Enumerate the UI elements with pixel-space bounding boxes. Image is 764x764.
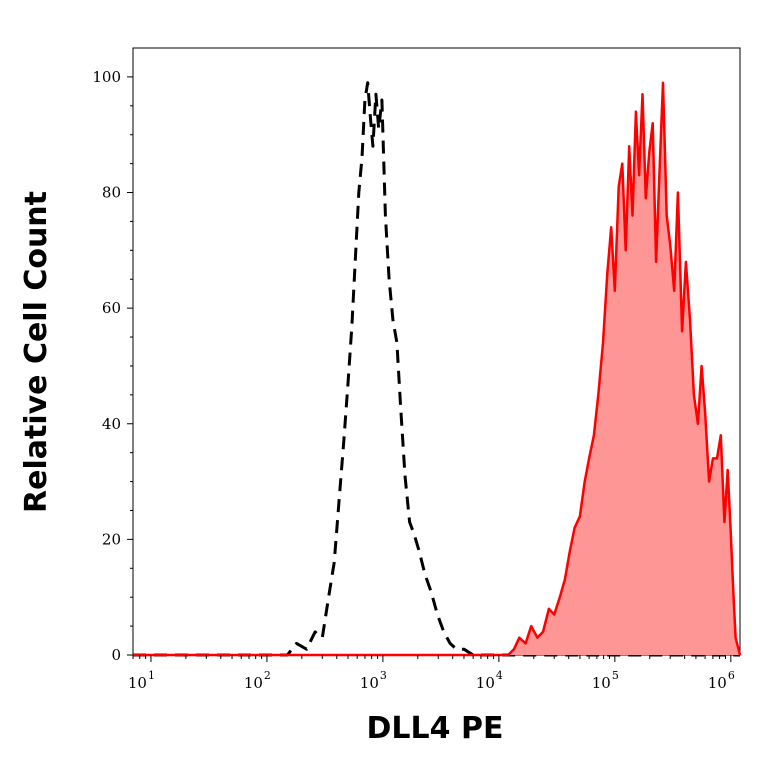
y-tick-label-0: 0: [111, 646, 121, 664]
x-tick-label-1: 10: [244, 674, 263, 692]
x-tick-exponent-5: 6: [728, 669, 735, 682]
x-axis-title: DLL4 PE: [367, 711, 504, 746]
x-tick-exponent-0: 1: [148, 669, 155, 682]
x-tick-exponent-2: 3: [380, 669, 387, 682]
x-tick-exponent-1: 2: [264, 669, 271, 682]
y-tick-label-3: 60: [102, 299, 121, 317]
y-tick-label-5: 100: [92, 68, 121, 86]
x-tick-label-5: 10: [708, 674, 727, 692]
y-tick-label-2: 40: [102, 415, 121, 433]
series-0-line: [133, 81, 740, 657]
x-tick-exponent-4: 5: [612, 669, 619, 682]
x-tick-label-0: 10: [128, 674, 147, 692]
y-tick-label-4: 80: [102, 184, 121, 202]
x-tick-label-4: 10: [592, 674, 611, 692]
x-tick-exponent-3: 4: [496, 669, 503, 682]
y-axis-title: Relative Cell Count: [19, 191, 54, 513]
x-tick-label-2: 10: [360, 674, 379, 692]
y-tick-label-1: 20: [102, 530, 121, 548]
x-tick-label-3: 10: [476, 674, 495, 692]
series-1-fill: [133, 82, 740, 655]
series-layer: [133, 81, 742, 657]
series-1-line: [133, 81, 742, 657]
axes-layer: [127, 76, 732, 662]
